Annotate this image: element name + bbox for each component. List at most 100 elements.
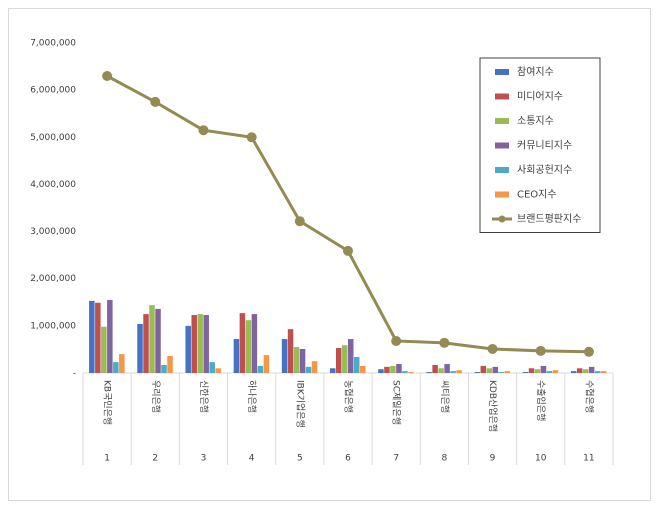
bar [119,354,125,373]
x-tick-label: 씨티은행 [439,380,451,413]
line-marker [102,71,113,81]
bar [245,320,252,373]
bar [305,366,312,373]
bar [342,345,348,373]
bar [149,305,155,373]
bar [528,368,535,373]
x-tick-label: 하나은행 [246,380,258,413]
bar [197,314,203,373]
bar [450,371,456,373]
rank-label: 3 [201,454,207,464]
bar [107,299,113,373]
bar [95,302,101,373]
legend-label: 미디어지수 [517,91,563,103]
bar [281,339,288,373]
bar [360,365,366,373]
legend-swatch [495,142,509,149]
bar [486,368,493,373]
legend-swatch [495,118,509,124]
bar [185,325,191,373]
legend-swatch [495,191,509,198]
y-tick-label: - [73,369,76,379]
legend-swatch [495,93,509,100]
y-tick-label: 5,000,000 [30,133,76,143]
bar [540,365,547,373]
bar [251,314,258,373]
rank-label: 5 [297,454,303,464]
bar [101,326,107,373]
line-marker [391,335,402,346]
bar [504,371,511,373]
y-tick-label: 4,000,000 [30,180,76,190]
x-tick-label: 신한은행 [198,380,210,413]
bar [534,369,541,373]
bar [263,355,270,373]
bar [522,372,529,373]
bar [480,365,487,373]
bar [384,366,390,373]
bar [432,364,438,373]
bar [257,365,264,373]
bar [167,356,173,373]
bar [576,368,583,373]
bar [203,315,209,373]
x-tick-label: KDB산업은행 [487,380,499,432]
line-marker [150,96,161,107]
legend-label: 사회공헌지수 [517,164,572,176]
bar [492,366,499,373]
legend-label: 참여지수 [517,66,554,78]
rank-label: 9 [490,454,496,464]
bar [390,365,396,373]
legend-swatch [495,167,509,173]
x-tick-label: SC제일은행 [391,380,403,425]
rank-label: 4 [249,454,255,464]
bar [474,372,481,373]
bar [594,371,601,373]
bar [348,339,354,373]
line-marker [294,216,305,227]
line-marker [535,345,546,356]
bar [155,308,161,373]
x-tick-label: KB국민은행 [102,380,114,425]
bar [582,369,589,373]
bar [330,368,336,373]
bar [456,370,462,373]
bar [143,314,149,373]
bar [191,315,197,373]
rank-label: 1 [104,454,110,464]
y-tick-label: 6,000,000 [30,86,76,96]
bar [426,372,432,373]
legend-label: CEO지수 [517,189,557,201]
bar [287,329,294,373]
legend-label: 커뮤니티지수 [517,140,572,152]
bar [354,356,360,373]
y-tick-label: 7,000,000 [30,39,76,49]
rank-label: 11 [583,454,594,464]
bar [408,372,414,373]
bar [546,371,553,373]
bar [588,366,595,373]
y-tick-label: 1,000,000 [30,321,76,331]
bar [396,364,402,373]
bar [336,348,342,373]
legend-swatch [495,69,509,75]
bar [444,364,450,373]
x-tick-label: 수출입은행 [535,380,547,421]
x-tick-label: IBK기업은행 [294,380,306,428]
bar [137,323,143,373]
rank-label: 10 [535,454,547,464]
bar [293,347,300,373]
rank-label: 7 [393,454,399,464]
legend-marker [498,215,506,223]
x-tick-label: 수협은행 [583,380,595,413]
bar [299,348,306,373]
x-tick-label: 우리은행 [150,380,162,413]
bar [215,368,221,373]
bar [113,362,119,373]
bar [311,361,318,373]
bar [552,370,559,373]
line-marker [343,245,353,256]
line-marker [246,132,257,143]
